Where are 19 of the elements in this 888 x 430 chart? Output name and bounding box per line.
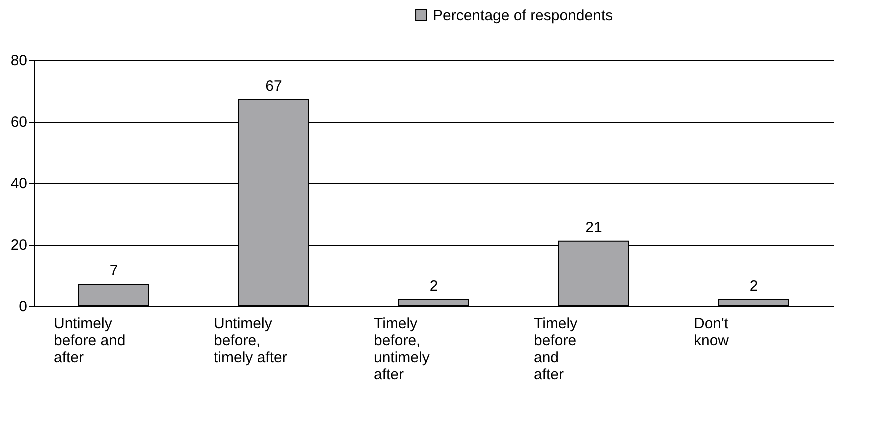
data-label: 2 [750,278,758,295]
data-label: 21 [586,219,602,236]
y-tick-label: 60 [10,114,28,131]
y-tick-label: 40 [10,176,28,192]
x-tick-label: Timely before and after [534,316,578,384]
bar [398,299,470,306]
data-label: 67 [266,78,282,95]
x-tick-label: Timely before, untimely after [374,316,430,384]
legend-label: Percentage of respondents [433,8,614,24]
x-tick-label: Untimely before, timely after [214,316,288,366]
bar [78,284,150,306]
bar [718,299,790,306]
y-tick-label: 20 [10,237,28,254]
y-tick-label: 0 [19,298,28,316]
y-tick-label: 80 [10,52,28,70]
x-tick-label: Untimely before and after [54,316,126,366]
data-label: 7 [110,262,118,280]
x-tick-label: Don't know [694,316,730,350]
data-label: 2 [430,278,438,295]
